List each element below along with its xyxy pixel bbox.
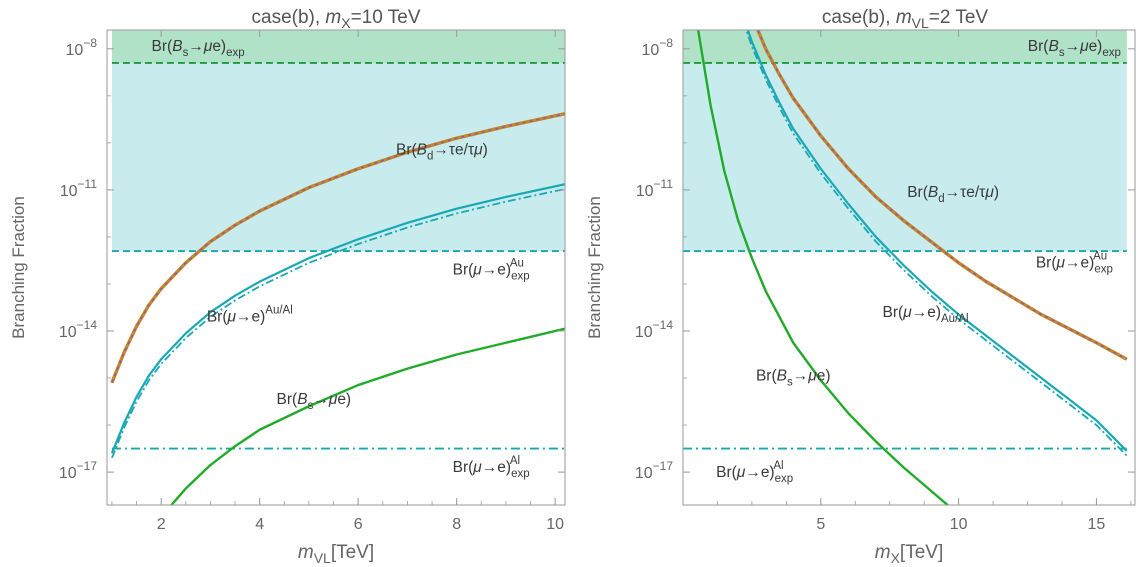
- curve-annotation-5: Br(Bs→μe): [277, 391, 352, 412]
- curve-annotation-5: Br(Bs→μe): [756, 367, 831, 388]
- chart-title: case(b), mX=10 TeV: [252, 7, 421, 31]
- chart-panel-1: 2 4 6 8 10 10−8 10−11 10−14 10−17 case(b), mX=10 …: [9, 7, 566, 566]
- curve-annotation-1: Br(Bs→μe)exp: [152, 38, 245, 59]
- x-tick-label: 2: [157, 516, 166, 533]
- exp-excluded-band-2: [111, 30, 565, 63]
- series-line-4: [745, 30, 1128, 457]
- curve-annotation-3: Br(μ→e)expAu: [453, 258, 530, 283]
- curve-annotation-2: Br(Bd→τe/τμ): [907, 184, 999, 205]
- curve-annotation-1: Br(Bs→μe)exp: [1028, 38, 1121, 59]
- series-line-3: [746, 30, 1128, 452]
- y-tick-label: 10−14: [59, 318, 97, 341]
- x-tick-label: 6: [354, 516, 363, 533]
- series-line-3: [110, 183, 565, 454]
- series-line-2: [111, 112, 565, 384]
- x-axis-label: mVL[TeV]: [298, 542, 374, 566]
- x-tick-label: 10: [950, 516, 968, 533]
- y-tick-label: 10−11: [60, 177, 98, 200]
- curve-annotation-3: Br(μ→e)expAu: [1036, 251, 1113, 276]
- series-line-4: [111, 188, 565, 459]
- series-line-1: [755, 30, 1128, 361]
- x-axis-label: mX[TeV]: [875, 542, 943, 566]
- x-tick-label: 5: [816, 516, 825, 533]
- y-tick-label: 10−17: [635, 459, 673, 482]
- series-line-5: [169, 327, 565, 505]
- curve-annotation-6: Br(μ→e)expAl: [716, 460, 793, 485]
- y-axis-label: Branching Fraction: [585, 196, 604, 339]
- chart-panel-2: 5 10 15 10−8 10−11 10−14 10−17 case(b), mVL=2 T…: [585, 7, 1136, 566]
- exp-excluded-band-1: [111, 30, 565, 252]
- x-tick-label: 8: [452, 516, 461, 533]
- plot-frame: [682, 29, 1136, 506]
- exp-excluded-band-1: [683, 30, 1127, 252]
- y-tick-label: 10−11: [636, 177, 674, 200]
- curve-annotation-4: Br(μ→e)Au/Al: [207, 305, 293, 326]
- y-tick-label: 10−14: [635, 318, 673, 341]
- y-tick-label: 10−8: [66, 36, 98, 59]
- x-tick-label: 15: [1088, 516, 1106, 533]
- chart-title: case(b), mVL=2 TeV: [822, 7, 989, 31]
- curve-annotation-4: Br(μ→e)Au/Al: [883, 304, 969, 325]
- x-tick-label: 10: [546, 516, 564, 533]
- y-tick-label: 10−17: [59, 459, 97, 482]
- series-line-5: [696, 30, 950, 505]
- y-tick-label: 10−8: [642, 36, 674, 59]
- curve-annotation-6: Br(μ→e)expAl: [453, 455, 530, 480]
- curve-annotation-2: Br(Bd→τe/τμ): [396, 142, 488, 163]
- plot-frame: [106, 29, 566, 506]
- y-axis-label: Branching Fraction: [9, 196, 28, 339]
- x-tick-label: 4: [255, 516, 264, 533]
